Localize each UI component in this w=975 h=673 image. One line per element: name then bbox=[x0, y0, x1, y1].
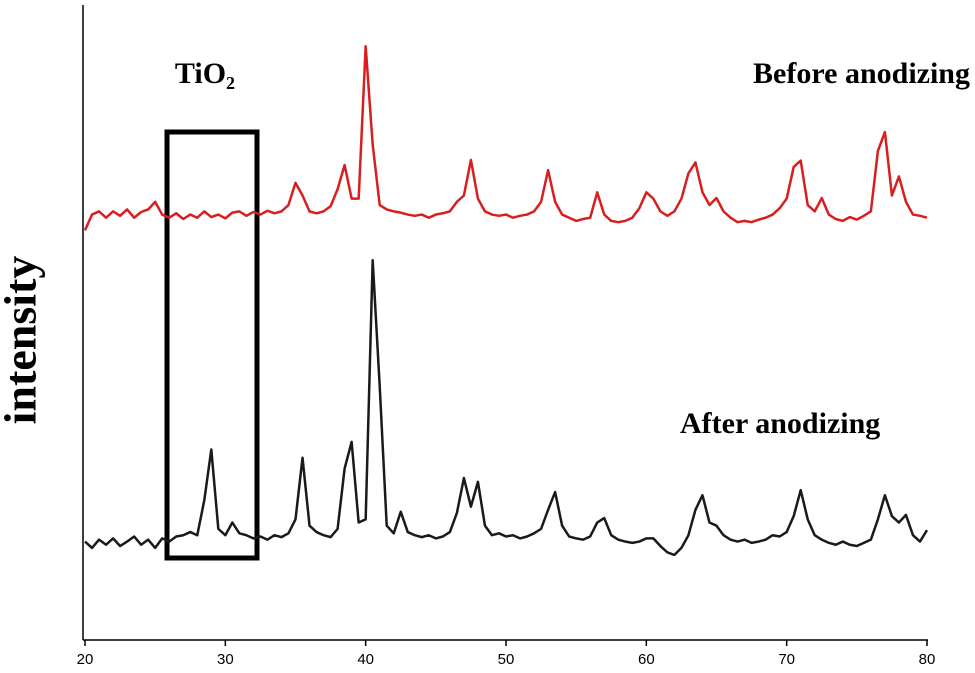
series-label: After anodizing bbox=[680, 407, 880, 440]
x-tick-label: 50 bbox=[498, 651, 515, 668]
x-tick-label: 30 bbox=[217, 651, 234, 668]
x-tick-label: 20 bbox=[77, 651, 94, 668]
annotation: TiO₂ bbox=[175, 57, 235, 90]
x-tick-label: 80 bbox=[919, 651, 936, 668]
series-line bbox=[84, 259, 929, 557]
series-line bbox=[83, 45, 928, 231]
x-tick-label: 70 bbox=[778, 651, 795, 668]
highlight-box bbox=[164, 129, 260, 561]
y-axis-label: intensity bbox=[0, 256, 46, 425]
x-tick-label: 60 bbox=[638, 651, 655, 668]
x-tick-label: 40 bbox=[357, 651, 374, 668]
series-label: Before anodizing bbox=[753, 57, 970, 90]
